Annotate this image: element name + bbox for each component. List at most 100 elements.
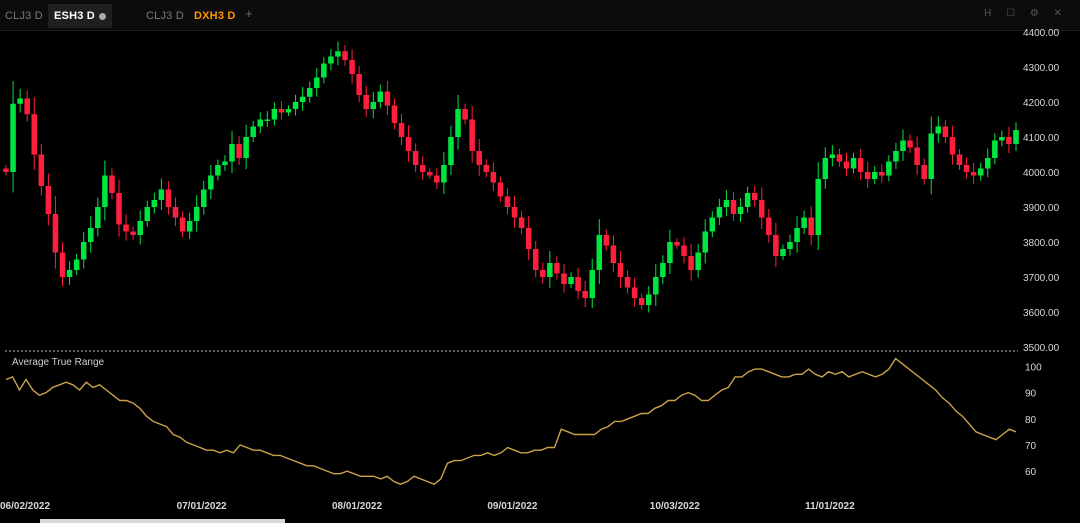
date-tick-label: 06/02/2022 (0, 501, 50, 512)
candle-body (575, 277, 581, 291)
candle-body (603, 235, 610, 246)
add-tab-icon[interactable]: + (245, 6, 253, 21)
candle-body (73, 259, 80, 270)
tab-clj3-d-second[interactable]: CLJ3 D (146, 10, 184, 22)
candle-body (568, 277, 574, 284)
tab-status-dot-icon (98, 12, 106, 20)
candle-body (38, 154, 45, 186)
candle-body (589, 270, 595, 298)
candle-body (1013, 130, 1019, 144)
candle-body (766, 217, 772, 235)
candlestick-series (3, 41, 1019, 313)
date-tick-label: 07/01/2022 (177, 501, 227, 512)
candle-body (596, 235, 603, 270)
candle-body (165, 189, 172, 207)
candle-body (448, 137, 454, 165)
candle-body (695, 252, 701, 270)
price-tick-label: 3800.00 (1023, 238, 1060, 249)
candle-body (949, 137, 956, 155)
candle-body (186, 221, 193, 232)
date-axis: 06/02/2022 07/01/2022 08/01/2022 09/01/2022… (0, 501, 855, 512)
candle-body (871, 172, 878, 179)
atr-tick-label: 90 (1025, 389, 1037, 400)
candle-body (455, 109, 461, 137)
candle-body (292, 102, 299, 109)
date-tick-label: 10/03/2022 (650, 501, 700, 512)
candle-body (688, 256, 694, 270)
horizontal-scrollbar[interactable] (40, 519, 285, 523)
candle-body (787, 242, 793, 249)
candle-body (236, 144, 242, 158)
candle-body (229, 144, 235, 162)
candle-body (744, 193, 751, 207)
candle-body (412, 151, 419, 165)
candle-body (45, 186, 52, 214)
candle-body (363, 95, 369, 109)
window-controls[interactable]: H ☐ ⚙ ✕ (984, 8, 1068, 19)
price-tick-label: 4100.00 (1023, 133, 1060, 144)
candle-body (758, 200, 765, 218)
price-tick-label: 4200.00 (1023, 98, 1060, 109)
candle-body (893, 151, 899, 162)
candle-body (497, 182, 504, 197)
candle-body (391, 105, 398, 123)
candle-body (942, 126, 949, 137)
candle-body (667, 242, 673, 263)
candle-body (1006, 137, 1012, 144)
candle-body (250, 126, 256, 137)
tab-esh3-d-active[interactable]: ESH3 D (48, 4, 112, 28)
candle-body (780, 249, 786, 256)
candle-body (172, 207, 179, 218)
candle-body (66, 270, 73, 277)
candle-body (80, 242, 87, 260)
candle-body (95, 207, 101, 228)
candle-body (836, 154, 843, 162)
candle-body (469, 119, 475, 151)
atr-tick-label: 60 (1025, 467, 1037, 478)
candle-body (342, 51, 348, 60)
atr-tick-label: 100 (1025, 362, 1042, 373)
candle-body (808, 217, 814, 235)
candle-body (144, 207, 151, 221)
date-tick-label: 09/01/2022 (487, 501, 537, 512)
candle-body (554, 263, 560, 274)
candle-body (278, 109, 285, 113)
candle-body (956, 154, 963, 165)
candle-body (419, 165, 426, 172)
tab-dxh3-d[interactable]: DXH3 D (194, 10, 236, 22)
candle-body (525, 228, 532, 249)
price-tick-label: 3600.00 (1023, 308, 1060, 319)
candle-body (999, 137, 1005, 141)
candle-body (984, 158, 991, 169)
candle-body (462, 109, 468, 120)
price-tick-label: 4000.00 (1023, 168, 1060, 179)
price-axis: 4400.00 4300.00 4200.00 4100.00 4000.00 3900.… (1023, 28, 1060, 354)
candle-body (610, 245, 617, 263)
tab-bar: CLJ3 D ESH3 D CLJ3 D DXH3 D + H ☐ ⚙ ✕ (0, 0, 1080, 31)
candle-body (123, 224, 129, 232)
candle-body (518, 217, 525, 228)
candle-body (243, 137, 249, 158)
price-tick-label: 4300.00 (1023, 63, 1060, 74)
tab-clj3-d[interactable]: CLJ3 D (5, 10, 43, 22)
price-tick-label: 4400.00 (1023, 28, 1060, 39)
candle-body (970, 172, 977, 176)
candle-body (730, 200, 737, 214)
candle-body (540, 270, 546, 277)
candle-body (398, 123, 405, 137)
candle-body (674, 242, 680, 246)
date-tick-label: 08/01/2022 (332, 501, 382, 512)
candle-body (928, 133, 934, 179)
candle-body (963, 165, 970, 172)
candle-body (716, 207, 723, 218)
candle-body (321, 63, 327, 78)
candle-body (561, 273, 567, 284)
candle-body (314, 77, 320, 88)
candle-body (631, 287, 638, 298)
candle-body (582, 291, 588, 298)
candle-body (653, 277, 659, 295)
candle-body (222, 161, 228, 165)
candle-body (815, 179, 821, 235)
candle-body (801, 217, 807, 228)
